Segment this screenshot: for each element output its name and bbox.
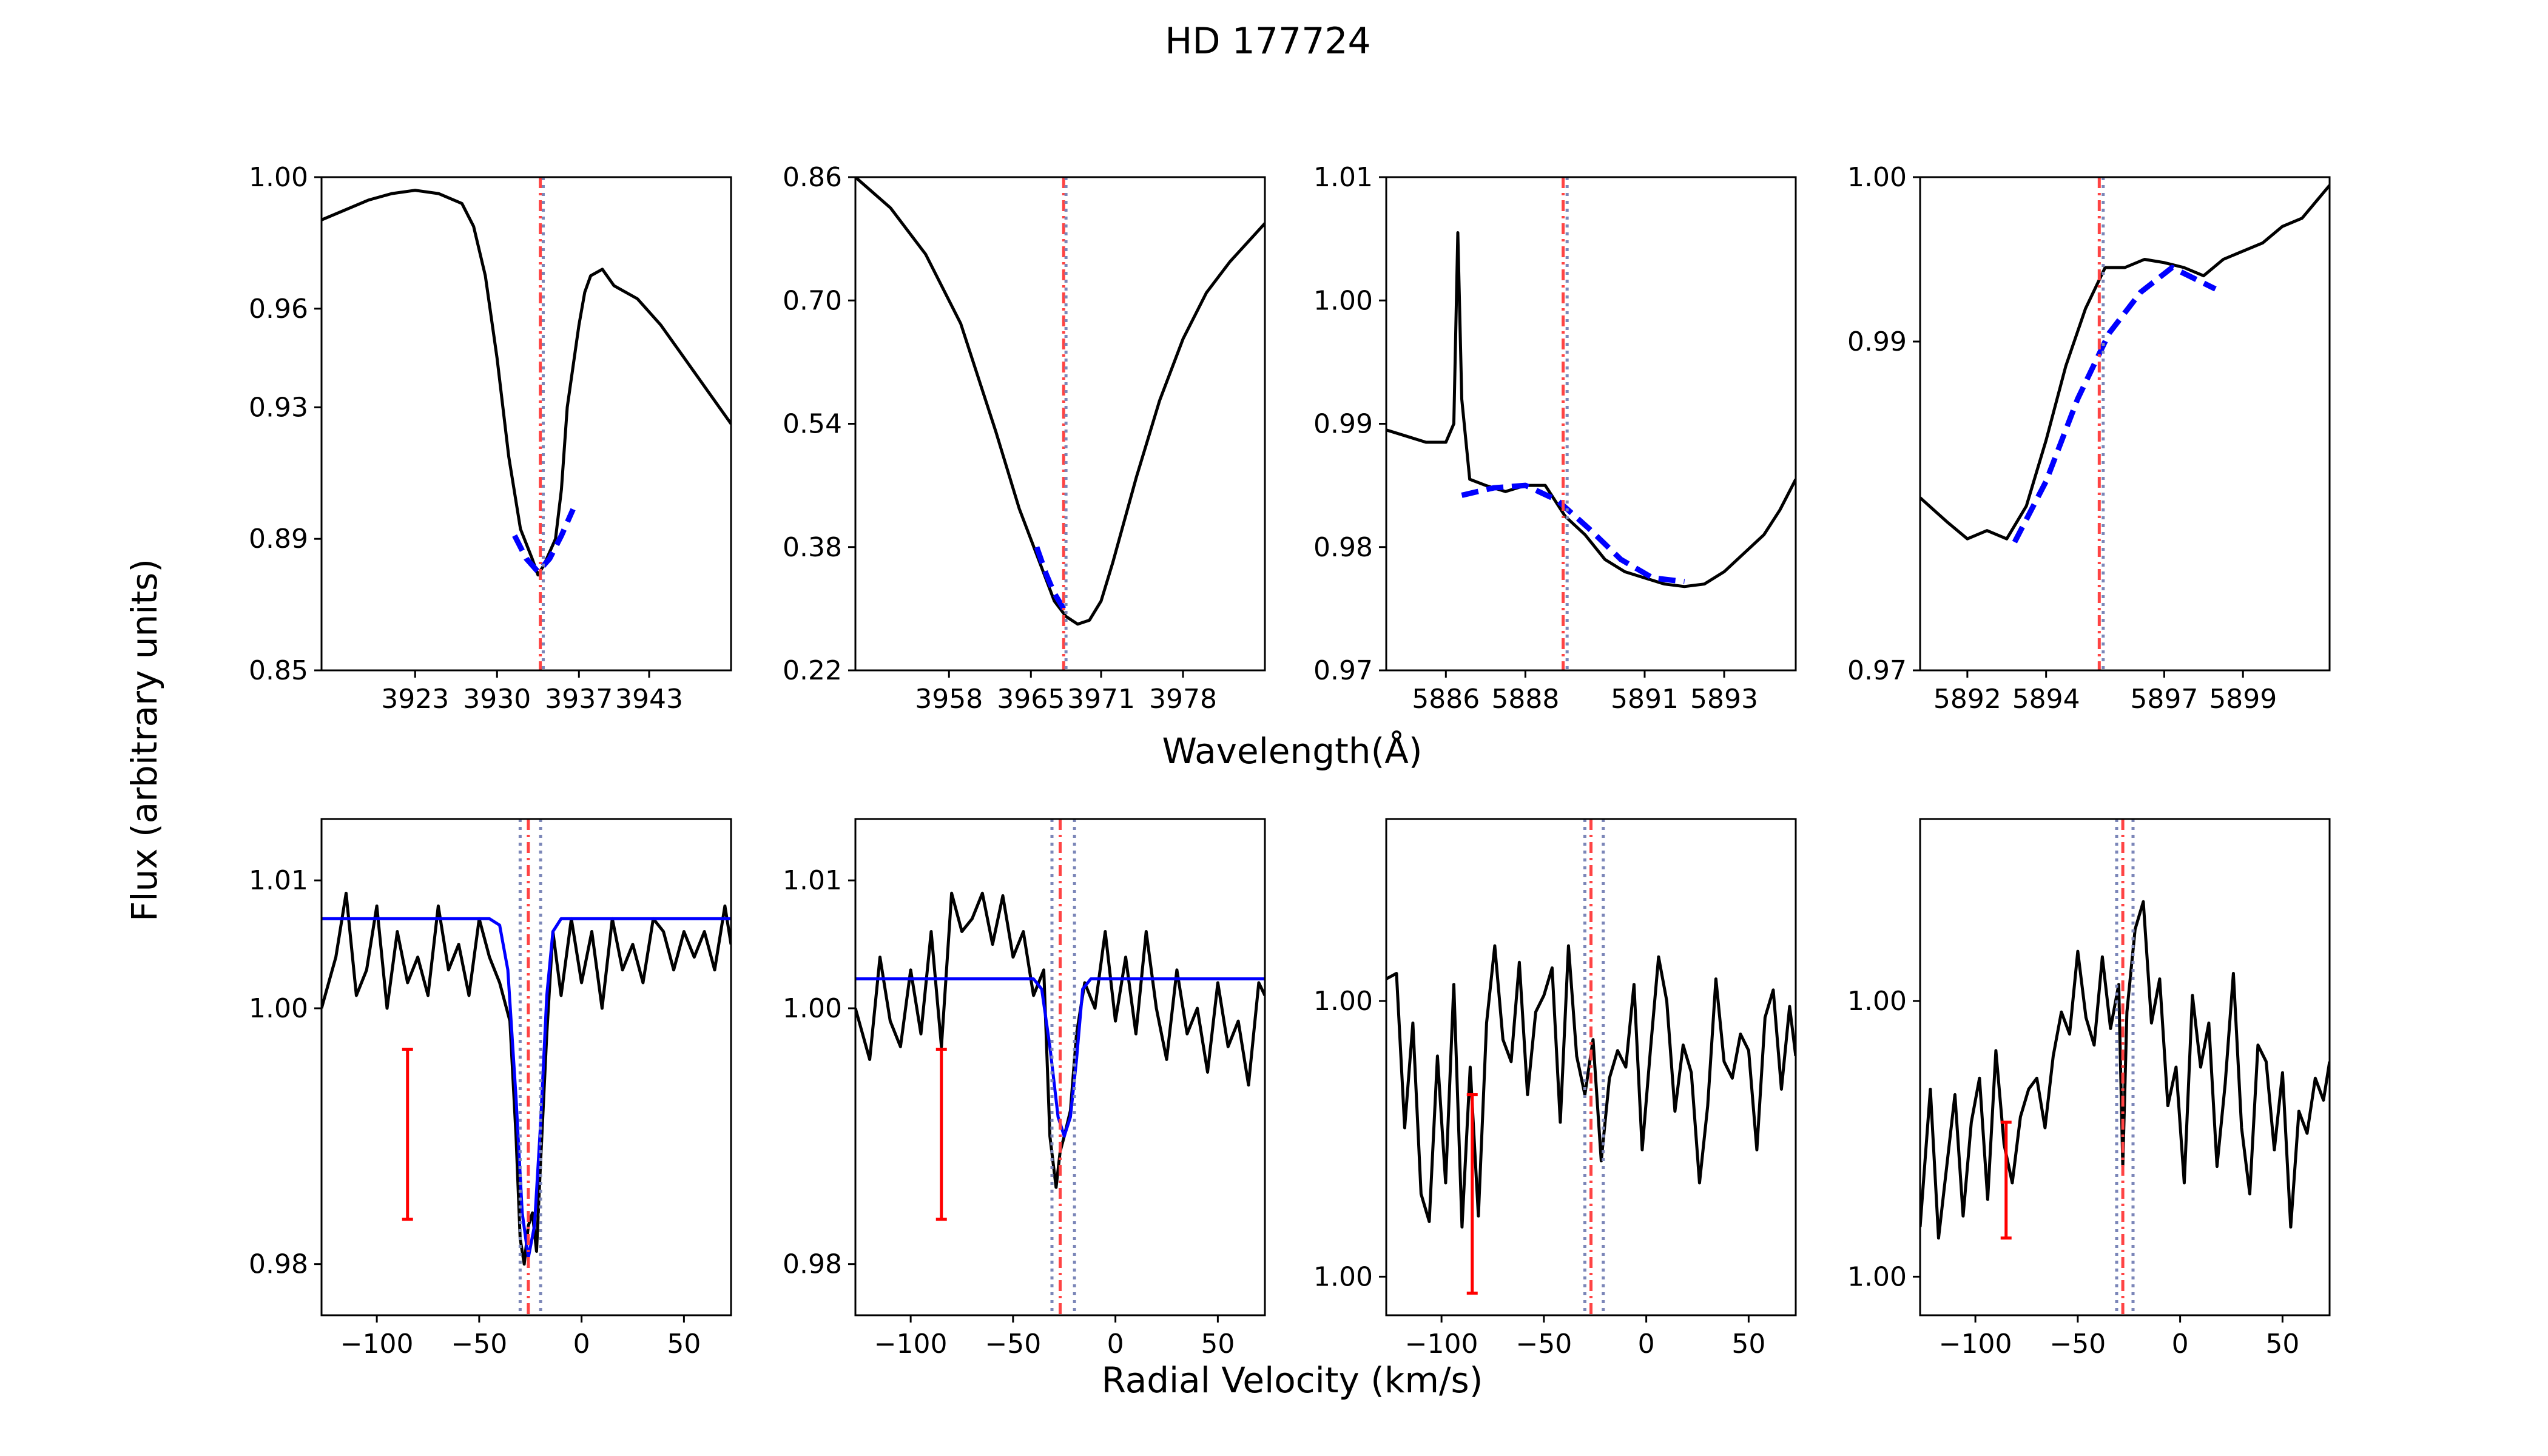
- y-tick-label: 1.00: [249, 993, 308, 1024]
- x-tick-label: 5894: [2012, 684, 2080, 715]
- x-tick-label: 3971: [1067, 684, 1135, 715]
- x-tick-label: −50: [985, 1329, 1041, 1360]
- x-tick-label: −100: [340, 1329, 414, 1360]
- axes-frame: [320, 176, 732, 672]
- y-tick-label: 1.00: [1847, 162, 1907, 193]
- x-tick-label: 50: [2265, 1329, 2299, 1360]
- x-tick-label: 5893: [1690, 684, 1758, 715]
- y-tick-label: 0.89: [249, 524, 308, 554]
- x-tick-label: −50: [1515, 1329, 1572, 1360]
- y-tick-label: 1.00: [1847, 1261, 1907, 1292]
- x-tick-label: −50: [2049, 1329, 2106, 1360]
- axes-frame: [1919, 818, 2331, 1316]
- x-tick-label: 0: [2172, 1329, 2189, 1360]
- spectrum-line: [855, 891, 1265, 1189]
- top-row-xlabel: Wavelength(Å): [1162, 730, 1423, 772]
- plot-area: [1386, 819, 1796, 1315]
- x-tick-label: 3943: [615, 684, 683, 715]
- figure-title: HD 177724: [1165, 20, 1370, 62]
- y-tick-label: 1.00: [1313, 285, 1373, 316]
- x-tick-label: 5891: [1611, 684, 1679, 715]
- x-tick-label: 5888: [1491, 684, 1559, 715]
- fit-curve: [1461, 482, 1685, 585]
- y-tick-label: 0.98: [783, 1249, 842, 1280]
- x-tick-label: 0: [1107, 1329, 1124, 1360]
- spectrum-line: [1920, 184, 2330, 541]
- y-tick-label: 1.00: [249, 162, 308, 193]
- x-tick-label: 50: [1201, 1329, 1235, 1360]
- y-tick-label: 1.01: [1313, 162, 1373, 193]
- plot-area: [855, 819, 1265, 1315]
- y-tick-label: 0.54: [783, 409, 842, 440]
- axes-frame: [1385, 818, 1797, 1316]
- y-tick-label: 0.70: [783, 285, 842, 316]
- plot-area: [855, 177, 1265, 670]
- y-tick-label: 0.99: [1847, 326, 1907, 357]
- plot-area: [1920, 177, 2330, 670]
- axes-frame: [854, 818, 1266, 1316]
- panel-bottom-4: −100 −50 0 50 1.00 1.00: [1847, 818, 2331, 1360]
- x-tick-label: 3930: [463, 684, 531, 715]
- y-tick-label: 0.38: [783, 532, 842, 563]
- spectrum-line: [1920, 900, 2330, 1240]
- x-tick-label: −100: [874, 1329, 948, 1360]
- panel-top-3: 5886 5888 5891 5893 0.97 0.98 0.99 1.00 1.01: [1313, 162, 1797, 715]
- y-tick-label: 0.93: [249, 392, 308, 423]
- fit-curve: [1034, 546, 1067, 610]
- panel-bottom-1: −100 −50 0 50 0.98 1.00 1.01: [249, 818, 732, 1360]
- x-tick-label: 0: [573, 1329, 590, 1360]
- x-tick-label: −50: [451, 1329, 507, 1360]
- y-tick-label: 0.98: [249, 1249, 308, 1280]
- x-tick-label: 50: [1731, 1329, 1765, 1360]
- plot-area: [322, 819, 731, 1315]
- x-tick-label: 5899: [2209, 684, 2277, 715]
- y-tick-label: 1.01: [249, 865, 308, 896]
- spectrum-line: [855, 177, 1265, 626]
- x-tick-label: 5886: [1412, 684, 1480, 715]
- panel-top-1: 3923 3930 3937 3943 0.85 0.89 0.93 0.96 1.00: [249, 162, 732, 715]
- x-tick-label: 5892: [1933, 684, 2001, 715]
- x-tick-label: 50: [667, 1329, 701, 1360]
- x-tick-label: 0: [1638, 1329, 1655, 1360]
- y-tick-label: 0.98: [1313, 532, 1373, 563]
- spectrum-line: [1386, 944, 1796, 1229]
- plot-area: [322, 177, 731, 670]
- panel-top-2: 3958 3965 3971 3978 0.22 0.38 0.54 0.70 0.86: [783, 162, 1266, 715]
- axes-frame: [320, 818, 732, 1316]
- y-tick-label: 0.22: [783, 655, 842, 686]
- bottom-row-xlabel: Radial Velocity (km/s): [1102, 1360, 1483, 1401]
- y-tick-label: 1.00: [783, 993, 842, 1024]
- x-tick-label: 3965: [997, 684, 1065, 715]
- y-tick-label: 0.96: [249, 294, 308, 325]
- panel-top-4: 5892 5894 5897 5899 0.97 0.99 1.00: [1847, 162, 2331, 715]
- x-tick-label: 3937: [545, 684, 613, 715]
- plot-area: [1386, 177, 1796, 670]
- panels-group: 3923 3930 3937 3943 0.85 0.89 0.93 0.96 1.00 3958…: [249, 162, 2331, 1360]
- y-tick-label: 1.00: [1847, 986, 1907, 1017]
- spectrum-line: [322, 891, 731, 1266]
- x-tick-label: 3958: [915, 684, 983, 715]
- panel-bottom-2: −100 −50 0 50 0.98 1.00 1.01: [783, 818, 1266, 1360]
- y-tick-label: 1.00: [1313, 986, 1373, 1017]
- x-tick-label: −100: [1939, 1329, 2012, 1360]
- plot-area: [1920, 819, 2330, 1315]
- x-tick-label: 3978: [1149, 684, 1217, 715]
- y-tick-label: 0.97: [1313, 655, 1373, 686]
- x-tick-label: 3923: [381, 684, 449, 715]
- y-tick-label: 0.99: [1313, 409, 1373, 440]
- y-tick-label: 0.85: [249, 655, 308, 686]
- y-tick-label: 1.00: [1313, 1261, 1373, 1292]
- axes-frame: [1919, 176, 2331, 672]
- y-tick-label: 1.01: [783, 865, 842, 896]
- figure-ylabel: Flux (arbitrary units): [124, 559, 165, 922]
- spectrum-line: [1386, 231, 1796, 588]
- panel-bottom-3: −100 −50 0 50 1.00 1.00: [1313, 818, 1797, 1360]
- y-tick-label: 0.97: [1847, 655, 1907, 686]
- fit-curve: [855, 977, 1265, 1138]
- fit-curve: [2012, 265, 2217, 544]
- x-tick-label: 5897: [2130, 684, 2198, 715]
- y-tick-label: 0.86: [783, 162, 842, 193]
- x-tick-label: −100: [1405, 1329, 1478, 1360]
